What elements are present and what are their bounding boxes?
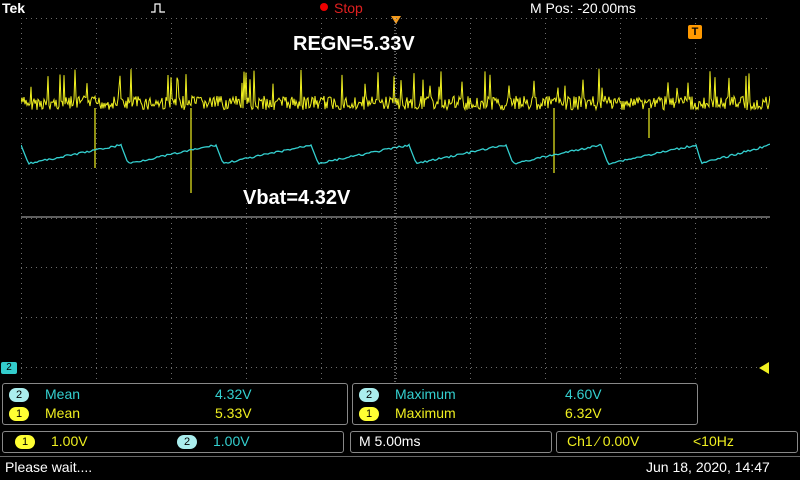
measurement-value: 4.60V: [565, 386, 602, 402]
measurement-name: Maximum: [395, 405, 456, 421]
ch1-badge: 1: [9, 407, 29, 422]
waveform-display: REGN=5.33V Vbat=4.32V: [21, 18, 770, 417]
ch2-trace: [21, 143, 770, 166]
trigger-position-icon: [391, 16, 401, 24]
status-bar: Please wait.... Jun 18, 2020, 14:47: [0, 456, 800, 479]
regn-label: REGN=5.33V: [293, 33, 415, 55]
top-status-bar: Tek Stop M Pos: -20.00ms: [0, 0, 800, 18]
ch2-scale[interactable]: 1.00V: [213, 433, 250, 449]
acquisition-state: Stop: [334, 0, 363, 16]
ch1-badge: 1: [359, 407, 379, 422]
status-datetime: Jun 18, 2020, 14:47: [646, 459, 770, 475]
trigger-pulse-icon: [151, 3, 165, 13]
ch2-ground-marker[interactable]: 2: [1, 362, 17, 374]
ch1-scale[interactable]: 1.00V: [51, 433, 88, 449]
brand-label: Tek: [2, 0, 26, 16]
measurement-panel-right[interactable]: 2 Maximum 4.60V 1 Maximum 6.32V: [352, 383, 698, 425]
horizontal-position: M Pos: -20.00ms: [530, 0, 636, 16]
measurement-row[interactable]: 2 Mean 4.32V: [9, 386, 341, 404]
timebase-value[interactable]: M 5.00ms: [359, 433, 421, 449]
measurement-row[interactable]: 2 Maximum 4.60V: [359, 386, 691, 404]
vertical-scale-panel[interactable]: 1 1.00V 2 1.00V: [2, 431, 344, 453]
measurement-panel-left[interactable]: 2 Mean 4.32V 1 Mean 5.33V: [2, 383, 348, 425]
measurement-name: Mean: [45, 405, 81, 421]
ch1-trace: [21, 68, 770, 112]
status-message: Please wait....: [5, 459, 93, 475]
ch2-badge: 2: [359, 388, 379, 403]
measurement-name: Mean: [45, 386, 81, 402]
measurement-row[interactable]: 1 Maximum 6.32V: [359, 405, 691, 423]
measurement-value: 4.32V: [215, 386, 252, 402]
vbat-label: Vbat=4.32V: [243, 187, 351, 209]
measurement-name: Maximum: [395, 386, 456, 402]
ch2-badge: 2: [9, 388, 29, 403]
timebase-panel[interactable]: M 5.00ms: [350, 431, 552, 453]
measurement-value: 6.32V: [565, 405, 602, 421]
stop-indicator-icon: [320, 3, 328, 11]
trigger-setting[interactable]: Ch1 ⁄ 0.00V: [567, 433, 640, 449]
measurement-value: 5.33V: [215, 405, 252, 421]
trigger-level-arrow[interactable]: [759, 362, 769, 374]
measurement-row[interactable]: 1 Mean 5.33V: [9, 405, 341, 423]
trigger-frequency: <10Hz: [693, 433, 734, 449]
ch2-badge: 2: [177, 435, 197, 449]
trigger-panel[interactable]: Ch1 ⁄ 0.00V <10Hz: [556, 431, 798, 453]
ch1-waveform: [21, 68, 770, 193]
trigger-t-marker[interactable]: T: [688, 25, 702, 39]
ch2-waveform: [21, 143, 770, 166]
ch1-badge: 1: [15, 435, 35, 449]
